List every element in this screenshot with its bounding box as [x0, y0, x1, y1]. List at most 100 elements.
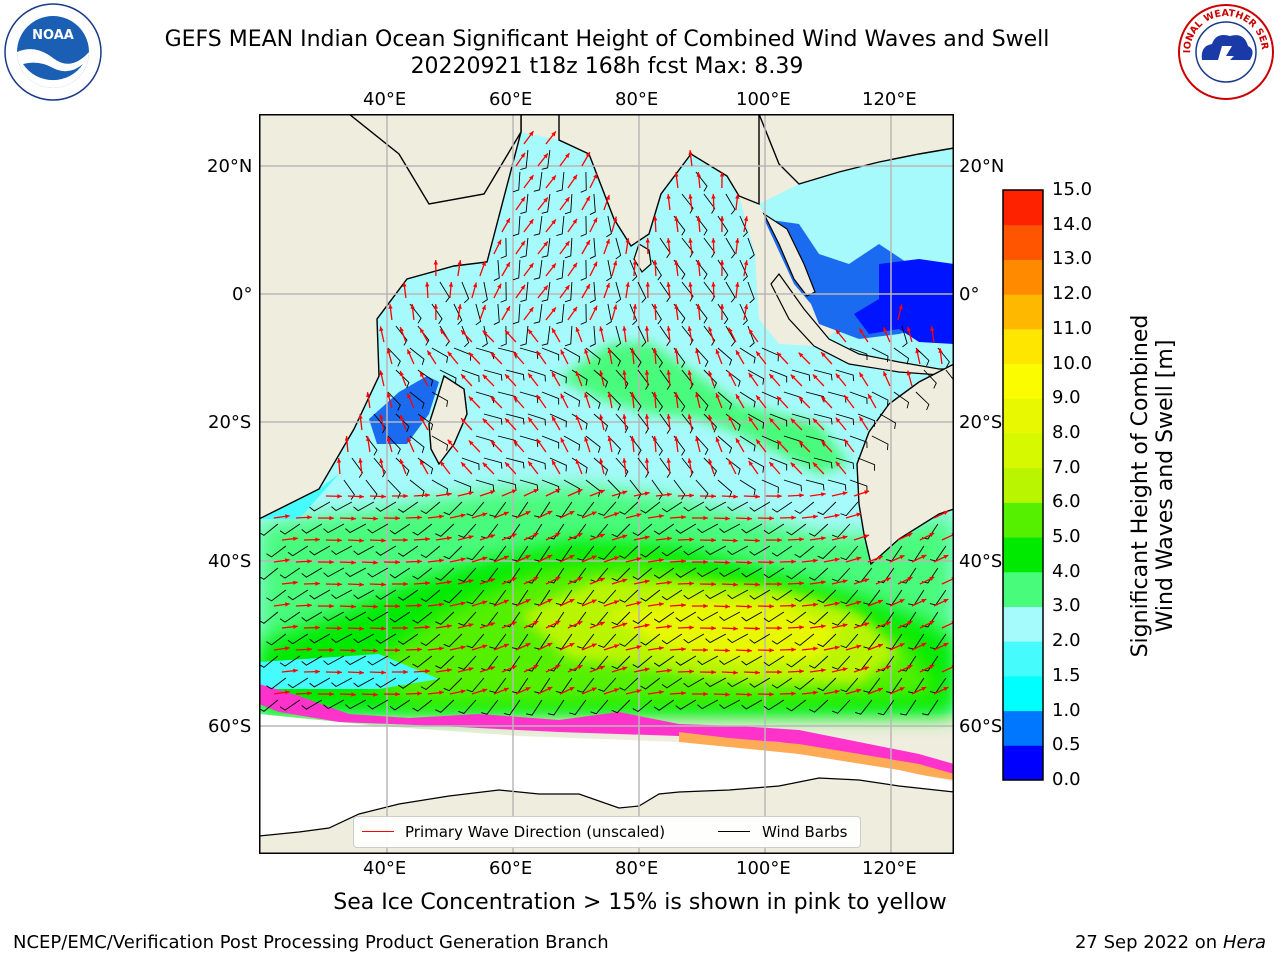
wave-direction-arrowhead — [503, 511, 509, 516]
wind-barb — [589, 193, 596, 215]
wind-barb — [563, 435, 581, 451]
wind-barb — [749, 545, 771, 556]
wave-direction-arrowhead — [856, 512, 862, 517]
wind-barb — [345, 567, 367, 578]
wave-direction-arrowhead — [381, 538, 386, 543]
wave-direction-arrowhead — [565, 153, 570, 159]
wind-barb — [512, 303, 521, 325]
wave-direction-arrowhead — [835, 461, 841, 467]
wind-barb — [717, 347, 733, 366]
wind-barb — [695, 215, 708, 236]
wind-barb — [409, 347, 425, 366]
wave-direction-arrowhead — [336, 458, 342, 463]
wind-barb — [705, 545, 727, 556]
wave-direction-arrowhead — [681, 515, 686, 520]
wave-direction-arrowhead — [614, 600, 620, 605]
wind-barb — [598, 501, 617, 516]
lon-tick-top: 120°E — [862, 89, 917, 110]
wave-direction-arrowhead — [584, 348, 589, 354]
wind-barb — [827, 479, 847, 491]
wave-direction-arrowhead — [674, 260, 679, 265]
wave-direction-arrowhead — [622, 578, 628, 583]
wave-direction-arrowhead — [482, 688, 488, 693]
lat-tick-right: 0° — [959, 284, 980, 305]
wave-direction-arrowhead — [666, 414, 671, 419]
wave-direction-arrowhead — [555, 489, 561, 493]
wave-direction-arrowhead — [812, 418, 818, 424]
wind-barb — [615, 325, 622, 348]
colorbar-swatch — [1003, 710, 1043, 746]
wave-direction-arrowhead — [555, 577, 561, 581]
wave-direction-arrowhead — [293, 668, 298, 673]
wind-barb — [937, 347, 950, 368]
wind-barb — [458, 611, 477, 626]
wave-direction-arrowhead — [622, 458, 627, 463]
wave-direction-arrowhead — [856, 600, 862, 605]
wave-direction-arrowhead — [315, 537, 320, 542]
wind-barb — [661, 545, 683, 557]
wind-barb — [373, 457, 386, 478]
wave-direction-arrowhead — [329, 515, 334, 521]
wave-direction-arrowhead — [769, 648, 774, 653]
wind-barb — [580, 215, 587, 237]
wave-direction-arrowhead — [666, 326, 671, 331]
wave-direction-arrowhead — [644, 326, 650, 331]
wave-direction-arrowhead — [842, 535, 848, 540]
wind-barb — [505, 413, 525, 425]
wave-direction-arrowhead — [461, 462, 466, 468]
wind-barb — [705, 589, 727, 600]
wind-barb — [527, 413, 546, 426]
wave-direction-arrowhead — [503, 643, 509, 648]
wave-direction-arrowhead — [733, 494, 738, 499]
colorbar-tick: 3.0 — [1052, 595, 1081, 617]
colorbar-tick: 13.0 — [1052, 248, 1093, 270]
wave-direction-arrowhead — [644, 491, 650, 496]
wind-barb — [483, 457, 503, 469]
colorbar-swatch — [1003, 467, 1043, 503]
wave-direction-arrowhead — [284, 646, 290, 651]
wave-direction-arrowhead — [525, 511, 531, 516]
wind-barb — [481, 699, 499, 715]
wind-barb — [367, 655, 389, 666]
colorbar-tick: 5.0 — [1052, 526, 1081, 548]
wave-direction-arrowhead — [743, 216, 749, 222]
wave-direction-arrowhead — [446, 624, 452, 629]
wave-patch-3m-north — [559, 342, 849, 474]
wave-direction-arrowhead — [834, 601, 840, 606]
wave-direction-arrow — [941, 665, 954, 673]
wind-barb — [653, 523, 675, 535]
lon-tick-bottom: 120°E — [862, 858, 917, 879]
wave-direction-arrowhead — [667, 536, 672, 541]
wave-direction-arrowhead — [681, 691, 686, 696]
wave-direction-arrowhead — [666, 370, 671, 375]
wave-direction-arrowhead — [513, 439, 518, 445]
wind-barb — [813, 457, 833, 469]
wind-barb — [397, 677, 419, 689]
wind-barb — [526, 699, 543, 716]
wind-barb — [351, 457, 364, 478]
wave-direction-arrowhead — [402, 282, 407, 287]
wave-direction-arrowhead — [513, 351, 518, 357]
wave-direction-arrowhead — [366, 436, 371, 441]
wave-direction-arrowhead — [687, 458, 692, 464]
wave-direction-arrowhead — [747, 604, 752, 609]
wind-barb — [412, 567, 433, 580]
wave-direction-arrowhead — [468, 440, 474, 446]
wind-barb — [719, 567, 741, 578]
wave-direction-arrowhead — [743, 260, 749, 266]
wave-direction-arrowhead — [425, 282, 430, 287]
wind-barb — [489, 545, 507, 562]
wave-direction-arrowhead — [777, 669, 782, 675]
wave-direction-arrowhead — [877, 643, 883, 648]
wave-direction-arrowhead — [715, 393, 720, 399]
wave-direction-arrowhead — [747, 692, 752, 697]
wind-barb — [637, 413, 650, 434]
wave-direction-arrowhead — [689, 537, 694, 542]
wave-direction-arrowhead — [591, 599, 597, 604]
wind-barb — [727, 677, 749, 688]
wave-direction-arrowhead — [599, 533, 605, 538]
wave-direction-arrowhead — [337, 538, 342, 543]
wind-barb-label: Wind Barbs — [762, 823, 848, 841]
wave-direction-arrowhead — [907, 621, 913, 626]
wind-barb — [695, 347, 709, 367]
